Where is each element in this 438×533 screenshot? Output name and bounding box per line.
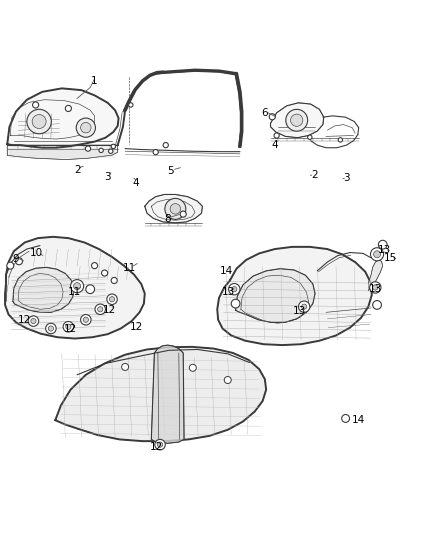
Circle shape (374, 251, 381, 258)
Circle shape (27, 109, 51, 134)
Circle shape (224, 376, 231, 384)
Circle shape (83, 317, 88, 322)
Circle shape (7, 262, 14, 269)
Circle shape (378, 240, 387, 249)
Circle shape (231, 299, 240, 308)
Text: 3: 3 (343, 173, 350, 183)
Text: 12: 12 (64, 325, 77, 334)
Circle shape (76, 118, 95, 138)
Text: 12: 12 (129, 322, 143, 332)
Polygon shape (55, 347, 266, 441)
Circle shape (232, 287, 237, 292)
Circle shape (269, 114, 276, 120)
Circle shape (286, 109, 307, 131)
Text: 13: 13 (293, 306, 307, 316)
Circle shape (111, 144, 116, 149)
Polygon shape (236, 269, 315, 322)
Circle shape (109, 149, 113, 154)
Text: 2: 2 (74, 165, 81, 175)
Circle shape (290, 114, 303, 126)
Circle shape (99, 148, 103, 152)
Circle shape (28, 316, 39, 326)
Polygon shape (13, 268, 74, 312)
Polygon shape (271, 103, 324, 138)
Text: 4: 4 (272, 140, 278, 150)
Text: 9: 9 (13, 254, 19, 264)
Polygon shape (7, 145, 118, 159)
Circle shape (92, 263, 98, 269)
Circle shape (66, 324, 71, 329)
Circle shape (107, 294, 117, 304)
Circle shape (111, 277, 117, 284)
Circle shape (301, 304, 307, 309)
Text: 13: 13 (378, 245, 391, 255)
Text: 12: 12 (18, 315, 32, 325)
Circle shape (229, 284, 240, 295)
Circle shape (74, 282, 81, 289)
Polygon shape (217, 247, 372, 345)
Circle shape (63, 321, 74, 332)
Polygon shape (145, 195, 202, 223)
Circle shape (15, 258, 22, 265)
Text: 11: 11 (123, 263, 136, 273)
Polygon shape (151, 345, 184, 443)
Circle shape (122, 364, 129, 370)
Text: 12: 12 (102, 305, 116, 315)
Circle shape (71, 280, 84, 293)
Text: 15: 15 (384, 253, 397, 263)
Circle shape (163, 142, 168, 148)
Text: 3: 3 (104, 172, 111, 182)
Circle shape (373, 285, 378, 290)
Circle shape (371, 248, 384, 261)
Circle shape (102, 270, 108, 276)
Text: 11: 11 (67, 287, 81, 297)
Circle shape (155, 439, 165, 450)
Circle shape (98, 306, 103, 312)
Circle shape (31, 318, 36, 324)
Circle shape (110, 297, 115, 302)
Text: 4: 4 (133, 177, 139, 188)
Text: 5: 5 (168, 166, 174, 176)
Circle shape (65, 106, 71, 111)
Polygon shape (5, 237, 145, 338)
Polygon shape (7, 88, 119, 148)
Text: 13: 13 (222, 287, 235, 297)
Circle shape (129, 103, 133, 107)
Text: 10: 10 (30, 248, 43, 259)
Text: 2: 2 (311, 170, 318, 180)
Circle shape (48, 326, 53, 331)
Circle shape (298, 301, 310, 312)
Circle shape (274, 133, 279, 138)
Circle shape (153, 149, 158, 155)
Circle shape (307, 135, 312, 140)
Circle shape (342, 415, 350, 422)
Circle shape (95, 304, 106, 314)
Text: 12: 12 (149, 442, 163, 453)
Text: 14: 14 (352, 415, 365, 425)
Text: 13: 13 (369, 284, 382, 294)
Circle shape (170, 204, 180, 214)
Circle shape (85, 146, 91, 151)
Circle shape (180, 211, 186, 217)
Circle shape (86, 285, 95, 294)
Circle shape (189, 364, 196, 372)
Circle shape (32, 115, 46, 128)
Circle shape (165, 198, 186, 220)
Circle shape (338, 138, 343, 142)
Circle shape (373, 301, 381, 309)
Circle shape (157, 442, 162, 447)
Text: 8: 8 (164, 214, 171, 224)
Circle shape (81, 123, 91, 133)
Polygon shape (368, 260, 383, 290)
Circle shape (81, 314, 91, 325)
Text: 14: 14 (219, 266, 233, 276)
Circle shape (46, 323, 56, 334)
Text: 6: 6 (261, 108, 268, 118)
Circle shape (370, 282, 381, 293)
Text: 1: 1 (91, 76, 98, 86)
Circle shape (32, 102, 39, 108)
